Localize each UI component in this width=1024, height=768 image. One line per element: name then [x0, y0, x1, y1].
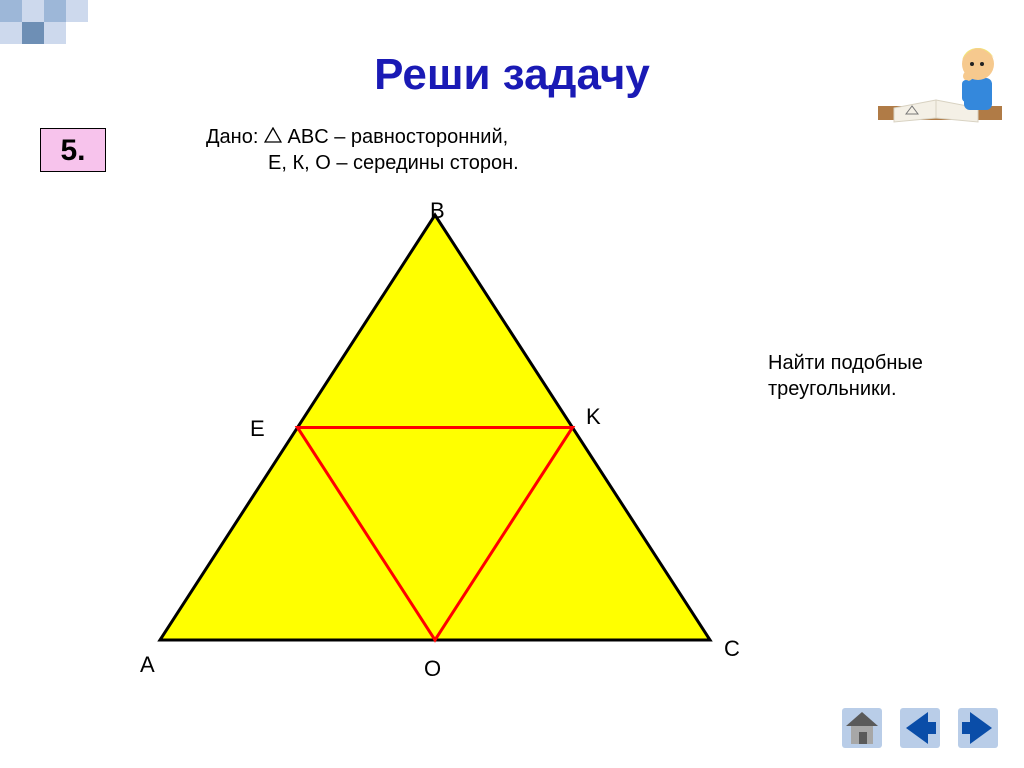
slide-title: Реши задачу	[0, 50, 1024, 100]
given-line-2: E, К, О – середины сторон.	[206, 150, 519, 176]
given-prefix: Дано:	[206, 126, 264, 148]
triangle-diagram	[130, 200, 750, 660]
vertex-label-C: C	[724, 636, 740, 662]
task-line-1: Найти подобные	[768, 350, 923, 376]
home-icon	[840, 706, 884, 750]
vertex-label-B: B	[430, 198, 445, 224]
vertex-label-O: O	[424, 656, 441, 682]
given-text: Дано: ABC – равносторонний,E, К, О – сер…	[206, 124, 519, 176]
student-cartoon	[876, 30, 1004, 138]
next-button[interactable]	[956, 706, 1000, 750]
triangle-symbol-icon	[264, 127, 282, 143]
nav-controls	[840, 706, 1000, 750]
prev-button[interactable]	[898, 706, 942, 750]
given-line-1: Дано: ABC – равносторонний,	[206, 124, 519, 150]
task-text: Найти подобныетреугольники.	[768, 350, 923, 402]
given-rest: ABC – равносторонний,	[288, 126, 509, 148]
vertex-label-A: A	[140, 652, 155, 678]
home-button[interactable]	[840, 706, 884, 750]
task-line-2: треугольники.	[768, 376, 923, 402]
vertex-label-E: E	[250, 416, 265, 442]
problem-number-box: 5.	[40, 128, 106, 172]
vertex-label-K: K	[586, 404, 601, 430]
